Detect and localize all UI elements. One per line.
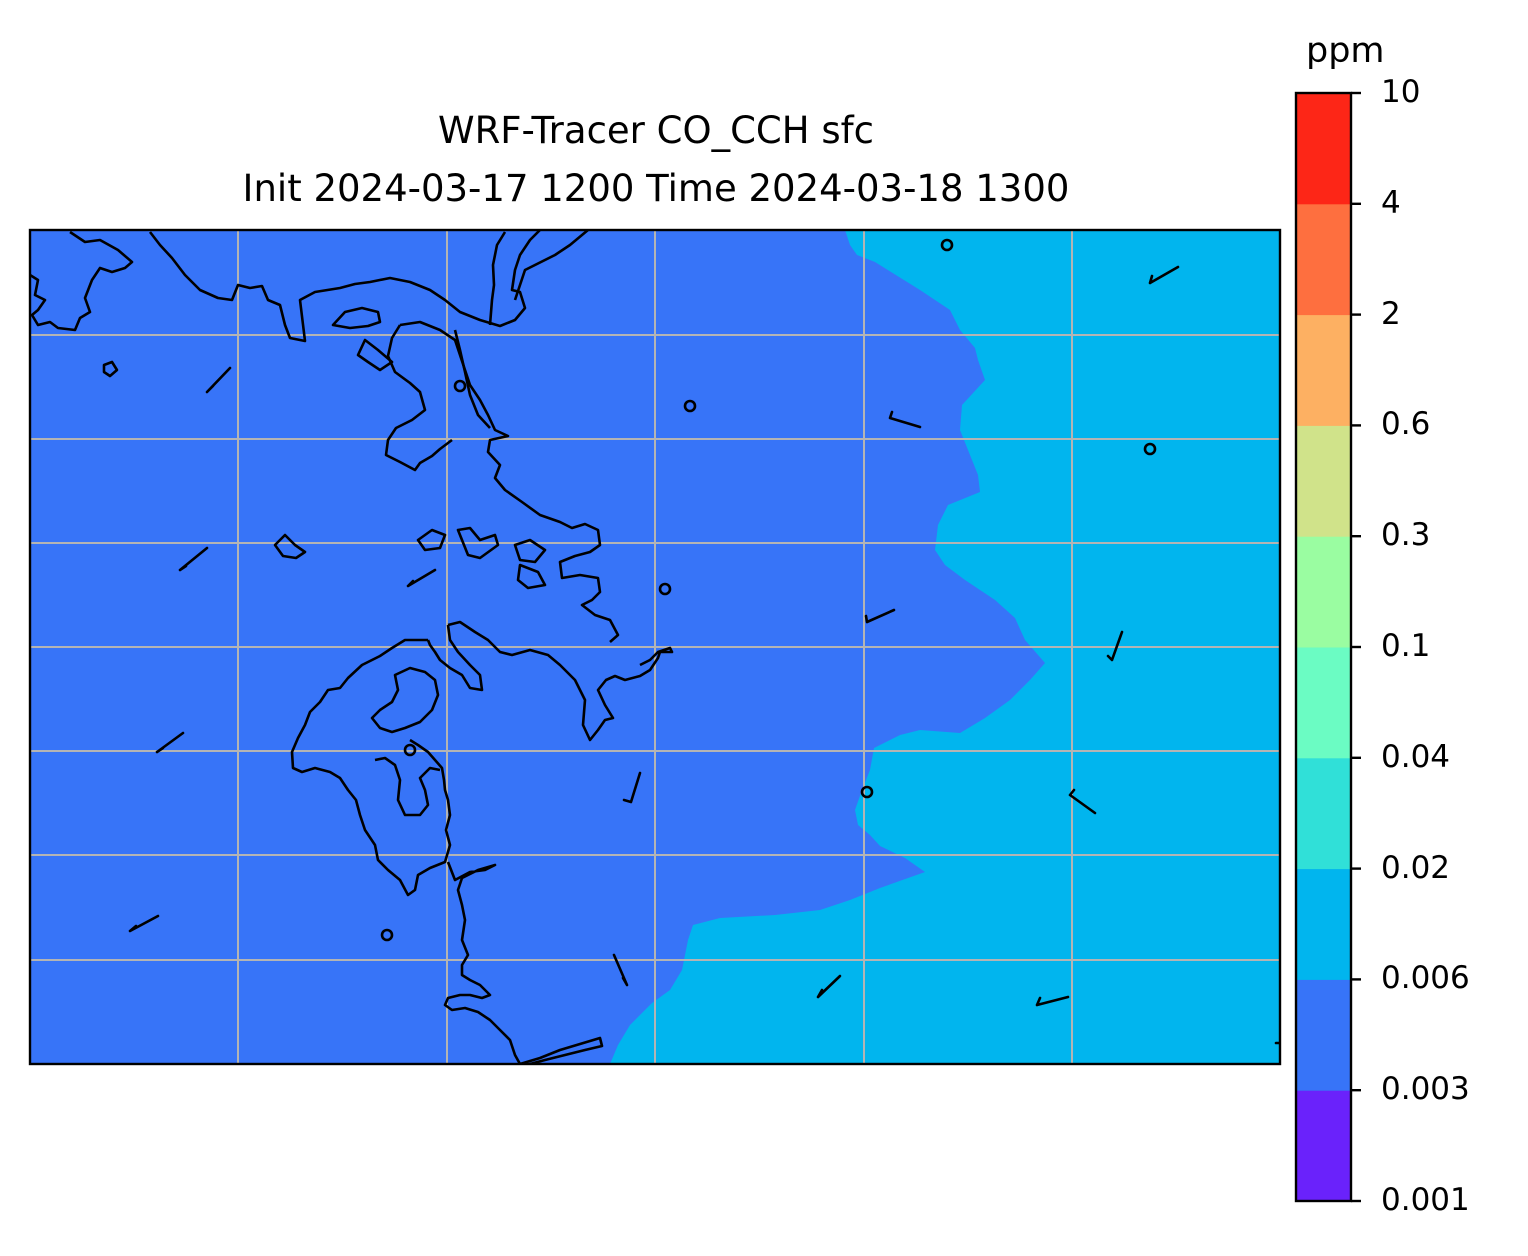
map-subtitle: Init 2024-03-17 1200 Time 2024-03-18 130…: [242, 167, 1070, 210]
coastline-north: [513, 230, 589, 301]
graticule: [30, 230, 1280, 1064]
colorbar-band: [1296, 647, 1351, 759]
colorbar-band: [1296, 757, 1351, 870]
colorbar-band: [1296, 979, 1351, 1091]
coastline-inlet: [399, 320, 620, 643]
colorbar-tick-label: 0.04: [1381, 738, 1451, 775]
island: [416, 528, 447, 552]
wind-barb: [888, 410, 922, 429]
colorbar-tick-label: 0.3: [1381, 517, 1431, 554]
wind-barb: [205, 366, 232, 394]
colorbar-tick-label: 0.02: [1381, 849, 1451, 886]
colorbar-band: [1296, 314, 1351, 426]
colorbar-unit: ppm: [1306, 31, 1385, 71]
colorbar-tick-label: 0.003: [1381, 1071, 1470, 1108]
colorbar-tick-label: 0.1: [1381, 628, 1431, 664]
colorbar-band: [1296, 1090, 1351, 1202]
island: [513, 538, 547, 564]
wind-barb: [1106, 630, 1124, 662]
map-frame: [28, 228, 1282, 1066]
island: [102, 360, 119, 378]
map-title: WRF-Tracer CO_CCH sfc: [437, 109, 874, 152]
coastline-south: [519, 1036, 604, 1064]
coastline-peninsula: [370, 666, 440, 734]
island: [273, 533, 307, 560]
wind-barb: [864, 608, 896, 624]
calm-wind-circle: [860, 785, 874, 799]
wind-barb: [178, 546, 209, 572]
colorbar-tick-label: 10: [1381, 74, 1421, 110]
calm-wind-circle: [658, 582, 672, 596]
wind-barb: [612, 953, 629, 987]
wind-barb: [128, 914, 160, 933]
colorbar-tick-label: 0.001: [1381, 1182, 1470, 1218]
coastline-south: [443, 861, 522, 1064]
colorbar: [1296, 93, 1351, 1202]
wind-barb: [1035, 995, 1070, 1007]
coastline-north: [30, 230, 134, 332]
colorbar-tick-label: 0.6: [1381, 406, 1431, 443]
coastline-north: [148, 230, 541, 343]
wind-barb: [816, 974, 842, 999]
coastline-inlet: [356, 338, 394, 372]
calm-wind-circle: [453, 379, 467, 393]
colorbar-tick-label: 2: [1381, 295, 1401, 332]
island: [456, 526, 500, 560]
colorbar-band: [1296, 203, 1351, 316]
colorbar-ticks: [1351, 91, 1361, 1203]
wind-barb: [1148, 265, 1180, 285]
wind-barb: [622, 771, 642, 804]
coastline-peninsula: [374, 756, 441, 817]
coastline-inlet: [453, 329, 491, 429]
coastline-inlet: [384, 324, 453, 472]
calm-wind-circle: [683, 399, 697, 413]
calm-wind-circle: [940, 238, 954, 252]
calm-wind-circle: [1143, 442, 1157, 456]
wind-barb: [406, 568, 437, 588]
coastline-peninsula: [290, 638, 452, 897]
colorbar-band: [1296, 868, 1351, 980]
wind-barb: [1068, 788, 1097, 815]
colorbar-tick-label: 4: [1381, 184, 1401, 221]
island: [516, 563, 547, 590]
wind-barb: [155, 731, 185, 754]
colorbar-band: [1296, 425, 1351, 537]
colorbar-tick-label: 0.006: [1381, 960, 1470, 997]
island: [331, 306, 382, 330]
coastline-peninsula: [447, 620, 674, 742]
calm-wind-markers: [380, 238, 1157, 942]
calm-wind-circle: [380, 928, 394, 942]
wind-barbs: [128, 265, 1280, 1045]
coastlines: [30, 230, 674, 1064]
calm-wind-circle: [403, 743, 417, 757]
coastline-peninsula: [426, 624, 484, 692]
colorbar-band: [1296, 536, 1351, 648]
coastline-north: [488, 231, 507, 326]
colorbar-band: [1296, 93, 1351, 205]
